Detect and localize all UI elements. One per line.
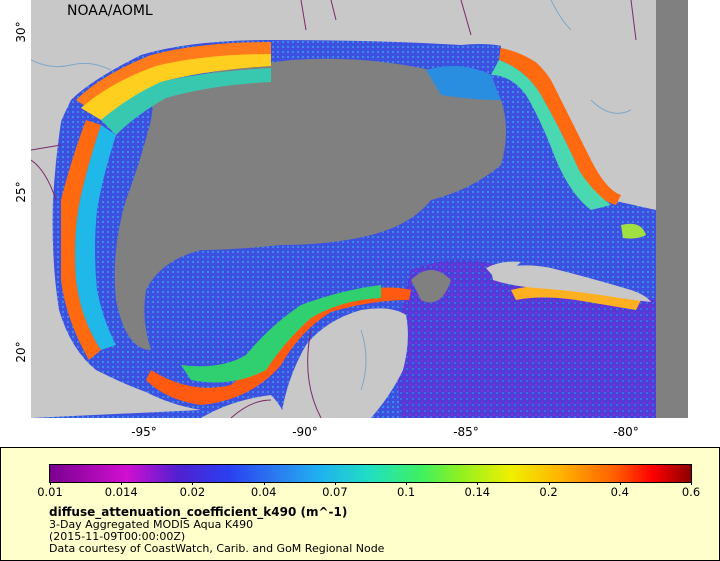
colorbar-tick-label: 0.014 [104,485,138,499]
lat-tick-30: 30° [14,21,28,43]
colorbar-tick-mark [548,482,550,485]
cloud-mask [114,58,506,350]
shelf-cuba [511,285,641,310]
shelf-north-inner [81,54,271,120]
colorbar-tick-label: 0.01 [37,485,63,499]
credit-label: NOAA/AOML [67,3,153,19]
colorbar-tick-mark [691,482,692,485]
dataset-time: (2015-11-09T00:00:00Z) [49,530,186,543]
colorbar-tick-label: 0.6 [681,485,701,499]
colorbar-tick-label: 0.1 [396,485,416,499]
colorbar-tick-mark [406,482,408,485]
lon-tick-95: -95° [131,425,157,439]
nodata-strip [656,0,688,418]
shelf-florida-blue [426,66,501,100]
shelf-campeche-inner [181,285,381,383]
land-cuba [491,265,651,302]
lon-tick-85: -85° [453,425,479,439]
lon-tick-90: -90° [292,425,318,439]
map-area[interactable]: NOAA/AOML [31,0,688,418]
dataset-description: 3-Day Aggregated MODIS Aqua K490 [49,518,254,531]
colorbar [49,464,692,483]
land-mexico-west [31,103,201,418]
land-cuba-west [486,261,521,276]
colorbar-tick-mark [619,482,621,485]
colorbar-tick-label: 0.2 [539,485,558,499]
river [31,0,632,391]
state-border [31,0,637,151]
lon-tick-80: -80° [613,425,639,439]
colorbar-tick-label: 0.07 [322,485,348,499]
cloud-mask-2 [411,270,451,303]
land-us-south [31,0,656,105]
lat-tick-25: 25° [14,181,28,203]
colorbar-tick-label: 0.04 [250,485,277,499]
data-source: Data courtesy of CoastWatch, Carib. and … [49,542,385,555]
shelf-florida-inner [491,60,611,210]
shelf-florida [499,45,621,205]
colorbar-tick-mark [334,482,336,485]
colorbar-tick-mark [263,482,265,485]
colorbar-tick-label: 0.4 [610,485,629,499]
land-yucatan [281,308,408,418]
lat-tick-20: 20° [14,341,28,363]
shelf-west [61,120,101,360]
colorbar-tick-label: 0.02 [179,485,206,499]
colorbar-tick-mark [192,482,194,485]
shelf-north-teal [101,68,271,135]
variable-name: diffuse_attenuation_coefficient_k490 (m^… [49,505,348,519]
legend-panel: 0.01 0.014 0.02 0.04 0.07 0.1 0.14 0.2 0.4 0.6 di… [0,447,720,561]
colorbar-tick-label: 0.14 [464,485,491,499]
land-florida [501,33,651,196]
colorbar-tick-mark [121,482,123,485]
ocean-color-map [31,0,688,418]
shelf-bahamas [621,223,646,239]
colorbar-tick-mark [50,482,51,485]
country-border [31,159,322,418]
shelf-west-inner [75,125,116,350]
colorbar-tick-mark [477,482,479,485]
